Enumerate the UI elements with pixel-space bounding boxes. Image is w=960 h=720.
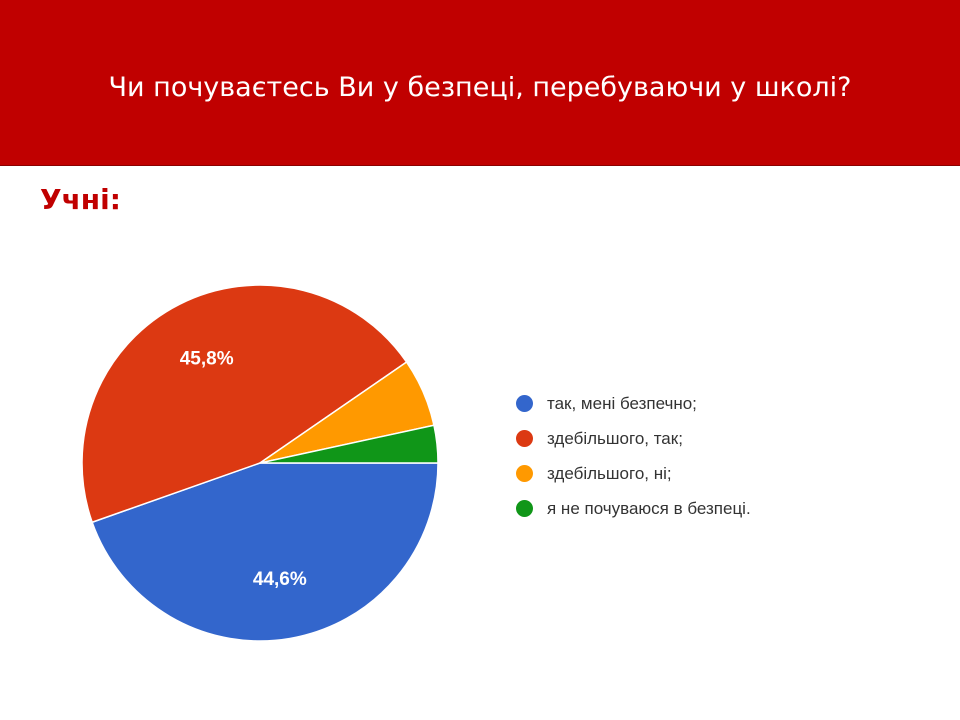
- pie-data-label: 44,6%: [253, 569, 307, 590]
- pie-slice: [259, 424, 439, 464]
- legend-label: так, мені безпечно;: [547, 393, 697, 413]
- legend-item: так, мені безпечно;: [516, 386, 751, 421]
- slide-subtitle: Учні:: [40, 183, 121, 216]
- title-bar: Чи почуваєтесь Ви у безпеці, перебуваючи…: [0, 0, 960, 166]
- legend-label: здебільшого, так;: [547, 428, 683, 448]
- legend-swatch-icon: [516, 500, 533, 517]
- legend-label: здебільшого, ні;: [547, 463, 672, 483]
- legend-swatch-icon: [516, 430, 533, 447]
- pie-slice: [81, 284, 408, 524]
- slide-title: Чи почуваєтесь Ви у безпеці, перебуваючи…: [108, 72, 852, 103]
- legend-swatch-icon: [516, 395, 533, 412]
- pie-data-label: 45,8%: [180, 348, 234, 369]
- legend-item: я не почуваюся в безпеці.: [516, 491, 751, 526]
- legend-item: здебільшого, так;: [516, 421, 751, 456]
- legend-label: я не почуваюся в безпеці.: [547, 498, 751, 518]
- legend-item: здебільшого, ні;: [516, 456, 751, 491]
- legend-swatch-icon: [516, 465, 533, 482]
- chart-legend: так, мені безпечно; здебільшого, так; зд…: [516, 386, 751, 526]
- pie-slice: [91, 462, 439, 642]
